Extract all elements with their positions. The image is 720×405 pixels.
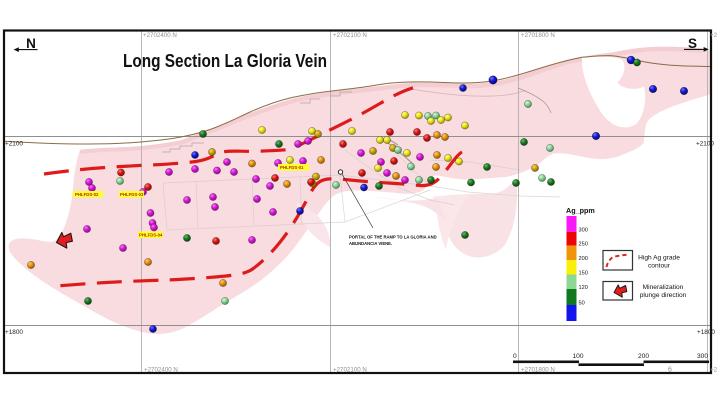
svg-text:+2: +2 [710, 367, 718, 374]
svg-text:50: 50 [579, 301, 585, 307]
svg-text:+1800: +1800 [697, 329, 715, 336]
svg-text:150: 150 [579, 271, 588, 277]
svg-text:300: 300 [697, 353, 708, 360]
svg-text:S: S [688, 36, 697, 51]
svg-text:+2100: +2100 [5, 141, 23, 148]
svg-text:100: 100 [572, 353, 583, 360]
svg-text:PORTAL OF THE RAMP TO LA GLORI: PORTAL OF THE RAMP TO LA GLORIA AND [349, 235, 437, 240]
svg-text:Ag_ppm: Ag_ppm [566, 206, 595, 215]
svg-text:+2702100 N: +2702100 N [333, 32, 367, 39]
svg-text:300: 300 [579, 228, 588, 234]
svg-text:6: 6 [668, 367, 672, 374]
svg-text:Long Section La Gloria Vein: Long Section La Gloria Vein [123, 51, 327, 71]
svg-text:0: 0 [513, 353, 517, 360]
svg-text:+2701800 N: +2701800 N [521, 367, 555, 374]
svg-text:+2: +2 [710, 32, 718, 39]
svg-text:+2100: +2100 [696, 141, 714, 148]
svg-text:High Ag grade: High Ag grade [638, 255, 680, 262]
svg-text:+2702400 N: +2702400 N [144, 367, 178, 374]
svg-text:Mineralization: Mineralization [643, 284, 684, 291]
svg-text:contour: contour [648, 263, 671, 270]
svg-text:+2702100 N: +2702100 N [333, 367, 367, 374]
svg-text:200: 200 [579, 256, 588, 262]
svg-text:200: 200 [638, 353, 649, 360]
svg-text:250: 250 [579, 242, 588, 248]
svg-text:PHLFDS-01: PHLFDS-01 [280, 165, 304, 170]
svg-text:PHLFDS-02: PHLFDS-02 [75, 192, 99, 197]
svg-text:+2701800 N: +2701800 N [521, 32, 555, 39]
svg-text:ABUNDANCIA VIENE.: ABUNDANCIA VIENE. [349, 241, 392, 246]
svg-text:PHLFDS-04: PHLFDS-04 [139, 233, 163, 238]
svg-text:PHLFDS-03: PHLFDS-03 [120, 192, 144, 197]
svg-text:+1800: +1800 [5, 329, 23, 336]
svg-text:120: 120 [579, 285, 588, 291]
svg-text:N: N [26, 36, 36, 51]
svg-text:+2702400 N: +2702400 N [143, 32, 177, 39]
svg-text:plunge direction: plunge direction [640, 292, 687, 299]
